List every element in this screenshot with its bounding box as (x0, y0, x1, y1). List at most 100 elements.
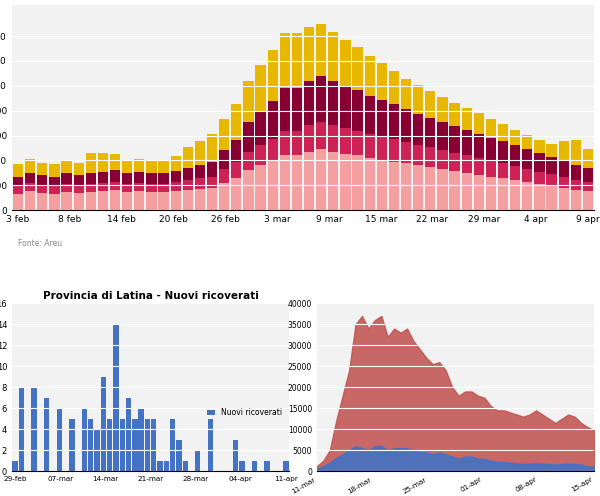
Bar (243, 152, 254, 170)
Bar (98, 191, 108, 210)
Bar (401, 142, 411, 164)
Bar (82, 408, 87, 471)
Bar (498, 124, 508, 141)
Bar (61, 174, 72, 184)
Bar (207, 133, 217, 162)
Bar (437, 150, 448, 169)
Bar (571, 140, 581, 165)
Bar (292, 33, 302, 88)
Bar (473, 158, 484, 175)
Bar (13, 177, 23, 186)
Bar (571, 165, 581, 180)
Bar (510, 145, 520, 166)
Bar (265, 461, 270, 471)
Bar (207, 162, 217, 177)
Bar (243, 122, 254, 152)
Bar (401, 79, 411, 110)
Bar (49, 186, 59, 194)
Bar (559, 161, 569, 177)
Bar (239, 461, 245, 471)
Bar (461, 173, 472, 210)
Bar (352, 90, 363, 130)
Bar (328, 125, 338, 152)
Bar (486, 119, 496, 137)
Bar (583, 149, 593, 168)
Bar (88, 419, 94, 471)
Bar (486, 161, 496, 177)
Bar (25, 191, 35, 210)
Bar (110, 170, 120, 182)
Bar (146, 192, 157, 210)
Bar (182, 461, 188, 471)
Bar (486, 177, 496, 210)
Bar (170, 419, 175, 471)
Bar (425, 147, 436, 167)
Bar (328, 152, 338, 210)
Bar (352, 155, 363, 210)
Bar (583, 182, 593, 191)
Bar (316, 76, 326, 122)
Bar (132, 419, 137, 471)
Bar (280, 33, 290, 88)
Bar (461, 155, 472, 173)
Bar (534, 172, 545, 184)
Bar (195, 450, 200, 471)
Bar (164, 461, 169, 471)
Bar (110, 154, 120, 170)
Bar (268, 50, 278, 101)
Bar (522, 169, 532, 182)
Bar (158, 184, 169, 192)
Bar (280, 88, 290, 130)
Bar (110, 182, 120, 190)
Bar (170, 191, 181, 210)
Bar (13, 186, 23, 194)
Title: Provincia di Latina - Nuovi ricoverati: Provincia di Latina - Nuovi ricoverati (43, 291, 259, 301)
Bar (365, 134, 375, 158)
Bar (534, 153, 545, 172)
Bar (13, 164, 23, 177)
Bar (98, 172, 108, 183)
Bar (44, 398, 49, 471)
Bar (86, 184, 96, 192)
Bar (449, 153, 460, 171)
Bar (401, 110, 411, 142)
Bar (256, 111, 266, 145)
Bar (122, 192, 133, 210)
Bar (208, 419, 213, 471)
Bar (268, 101, 278, 138)
Bar (37, 175, 47, 185)
Bar (134, 183, 145, 191)
Bar (61, 192, 72, 210)
Bar (107, 419, 112, 471)
Bar (498, 141, 508, 164)
Bar (559, 141, 569, 161)
Bar (292, 130, 302, 155)
Bar (182, 180, 193, 189)
Bar (401, 164, 411, 210)
Bar (534, 184, 545, 210)
Bar (534, 140, 545, 153)
Bar (252, 461, 257, 471)
Bar (158, 161, 169, 174)
Bar (352, 47, 363, 90)
Bar (207, 187, 217, 210)
Bar (473, 175, 484, 210)
Bar (110, 190, 120, 210)
Bar (49, 177, 59, 186)
Bar (86, 192, 96, 210)
Bar (122, 161, 133, 174)
Bar (219, 119, 229, 150)
Bar (304, 27, 314, 81)
Bar (413, 85, 424, 114)
Bar (74, 185, 84, 193)
Bar (559, 187, 569, 210)
Bar (389, 105, 399, 139)
Bar (49, 194, 59, 210)
Bar (377, 63, 387, 100)
Bar (157, 461, 163, 471)
Bar (13, 461, 18, 471)
Bar (559, 177, 569, 187)
Bar (340, 154, 350, 210)
Bar (61, 184, 72, 192)
Bar (292, 155, 302, 210)
